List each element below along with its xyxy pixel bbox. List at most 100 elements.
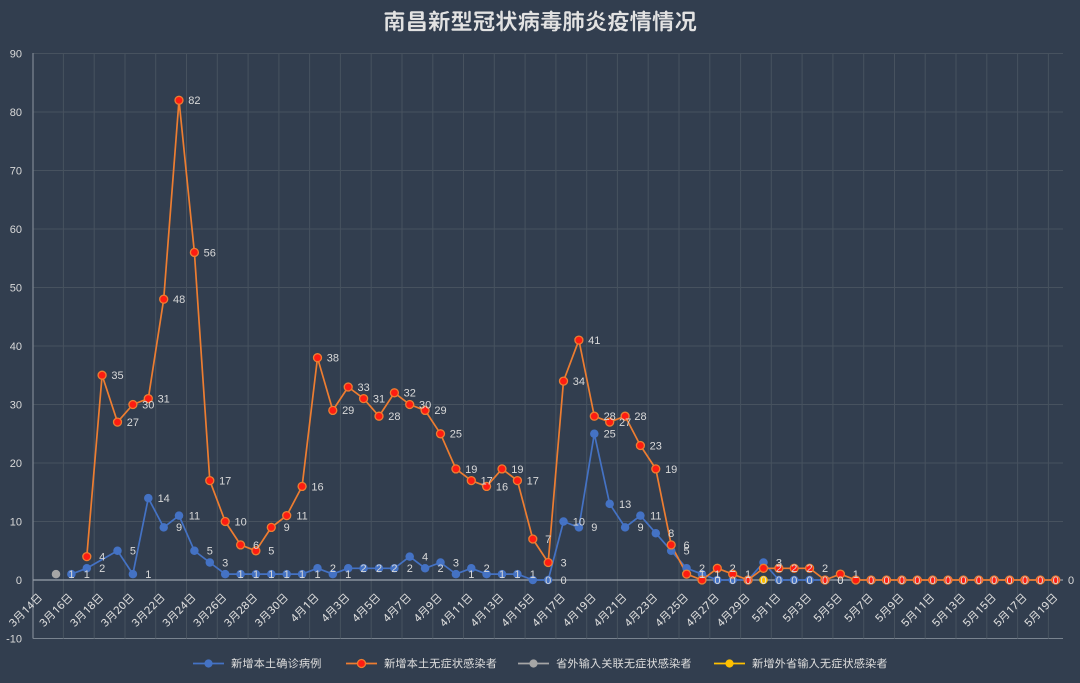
svg-text:0: 0 — [16, 575, 22, 587]
svg-text:19: 19 — [511, 464, 523, 476]
svg-text:0: 0 — [976, 575, 982, 587]
svg-text:0: 0 — [745, 575, 751, 587]
svg-text:0: 0 — [960, 575, 966, 587]
svg-text:28: 28 — [388, 411, 400, 423]
svg-text:0: 0 — [760, 575, 766, 587]
svg-text:3: 3 — [222, 557, 228, 569]
svg-text:1: 1 — [345, 569, 351, 581]
svg-text:80: 80 — [10, 107, 22, 119]
svg-text:28: 28 — [604, 411, 616, 423]
svg-text:23: 23 — [650, 440, 662, 452]
svg-text:25: 25 — [604, 429, 616, 441]
svg-text:0: 0 — [1022, 575, 1028, 587]
svg-text:2: 2 — [391, 563, 397, 575]
svg-text:0: 0 — [791, 575, 797, 587]
svg-text:0: 0 — [883, 575, 889, 587]
svg-text:34: 34 — [573, 376, 585, 388]
svg-text:35: 35 — [111, 370, 123, 382]
svg-text:19: 19 — [665, 464, 677, 476]
svg-text:2: 2 — [361, 563, 367, 575]
svg-text:11: 11 — [296, 511, 307, 523]
svg-text:0: 0 — [945, 575, 951, 587]
svg-text:1: 1 — [853, 569, 859, 581]
svg-text:0: 0 — [714, 575, 720, 587]
svg-text:27: 27 — [619, 417, 631, 429]
svg-text:17: 17 — [219, 475, 231, 487]
svg-text:5: 5 — [268, 546, 274, 558]
svg-text:16: 16 — [496, 481, 508, 493]
svg-text:30: 30 — [10, 400, 22, 412]
svg-text:2: 2 — [807, 563, 813, 575]
svg-text:0: 0 — [837, 575, 843, 587]
svg-text:11: 11 — [650, 511, 661, 523]
svg-text:1: 1 — [145, 569, 151, 581]
svg-text:50: 50 — [10, 283, 22, 295]
svg-text:9: 9 — [637, 522, 643, 534]
svg-text:0: 0 — [1007, 575, 1013, 587]
svg-text:25: 25 — [450, 429, 462, 441]
svg-text:1: 1 — [253, 569, 259, 581]
svg-text:6: 6 — [253, 540, 259, 552]
svg-text:1: 1 — [238, 569, 244, 581]
svg-text:0: 0 — [822, 575, 828, 587]
svg-text:2: 2 — [776, 563, 782, 575]
svg-text:28: 28 — [634, 411, 646, 423]
svg-text:1: 1 — [499, 569, 505, 581]
svg-text:1: 1 — [84, 569, 90, 581]
svg-text:0: 0 — [760, 575, 766, 587]
svg-text:0: 0 — [545, 575, 551, 587]
svg-text:1: 1 — [468, 569, 474, 581]
svg-text:2: 2 — [822, 563, 828, 575]
svg-text:0: 0 — [1053, 575, 1059, 587]
svg-text:9: 9 — [284, 522, 290, 534]
svg-text:5: 5 — [684, 546, 690, 558]
svg-text:20: 20 — [10, 458, 22, 470]
svg-text:0: 0 — [561, 575, 567, 587]
svg-text:2: 2 — [376, 563, 382, 575]
svg-text:2: 2 — [484, 563, 490, 575]
svg-text:40: 40 — [10, 341, 22, 353]
svg-text:13: 13 — [619, 499, 631, 511]
svg-text:1: 1 — [268, 569, 274, 581]
svg-text:32: 32 — [404, 388, 416, 400]
svg-text:0: 0 — [899, 575, 905, 587]
svg-text:82: 82 — [188, 95, 200, 107]
svg-text:0: 0 — [807, 575, 813, 587]
svg-text:70: 70 — [10, 166, 22, 178]
svg-text:0: 0 — [991, 575, 997, 587]
svg-text:0: 0 — [837, 575, 843, 587]
svg-text:1: 1 — [314, 569, 320, 581]
svg-text:10: 10 — [234, 516, 246, 528]
svg-text:29: 29 — [342, 405, 354, 417]
svg-text:5: 5 — [130, 546, 136, 558]
svg-text:1: 1 — [745, 569, 751, 581]
svg-text:2: 2 — [730, 563, 736, 575]
svg-text:0: 0 — [914, 575, 920, 587]
svg-text:33: 33 — [357, 382, 369, 394]
svg-text:41: 41 — [588, 335, 600, 347]
svg-text:2: 2 — [99, 563, 105, 575]
svg-text:2: 2 — [330, 563, 336, 575]
svg-text:90: 90 — [10, 49, 22, 61]
svg-text:27: 27 — [127, 417, 139, 429]
svg-text:0: 0 — [730, 575, 736, 587]
svg-text:56: 56 — [204, 247, 216, 259]
svg-text:6: 6 — [684, 540, 690, 552]
svg-text:60: 60 — [10, 224, 22, 236]
svg-text:3: 3 — [561, 557, 567, 569]
svg-text:9: 9 — [591, 522, 597, 534]
svg-text:8: 8 — [668, 528, 674, 540]
svg-text:31: 31 — [373, 394, 385, 406]
svg-text:38: 38 — [327, 353, 339, 365]
svg-text:1: 1 — [68, 569, 74, 581]
svg-text:0: 0 — [930, 575, 936, 587]
svg-text:14: 14 — [158, 493, 170, 505]
svg-text:16: 16 — [311, 481, 323, 493]
svg-text:9: 9 — [176, 522, 182, 534]
svg-text:30: 30 — [419, 399, 431, 411]
svg-text:1: 1 — [514, 569, 520, 581]
svg-text:11: 11 — [189, 511, 200, 523]
svg-text:0: 0 — [1037, 575, 1043, 587]
svg-text:1: 1 — [530, 569, 536, 581]
svg-text:7: 7 — [545, 534, 551, 546]
